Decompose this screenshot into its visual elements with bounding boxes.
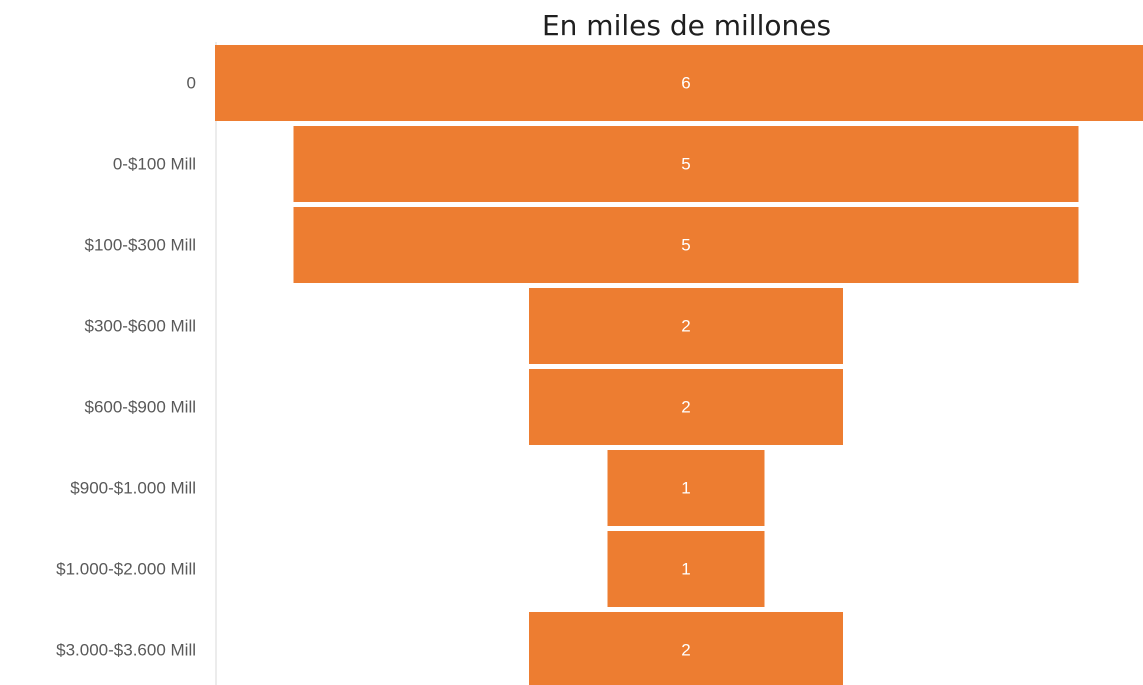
funnel-bar [293,126,1079,202]
data-label: 6 [681,74,690,93]
category-label: 0-$100 Mill [113,155,196,174]
funnel-bar [607,450,765,526]
funnel-bar [529,288,843,364]
category-label: $600-$900 Mill [84,398,196,417]
category-label: $300-$600 Mill [84,317,196,336]
category-label: 0 [187,74,196,93]
data-label: 5 [681,236,690,255]
chart-title: En miles de millones [541,9,832,42]
funnel-bar [215,45,1143,121]
data-label: 2 [681,641,690,660]
funnel-bar [529,369,843,445]
funnel-bar [529,612,843,685]
data-label: 2 [681,317,690,336]
category-label: $100-$300 Mill [84,236,196,255]
funnel-bar [293,207,1079,283]
category-label: $3.000-$3.600 Mill [56,641,196,660]
category-label: $900-$1.000 Mill [70,479,196,498]
data-label: 1 [681,479,690,498]
data-label: 5 [681,155,690,174]
category-label: $1.000-$2.000 Mill [56,560,196,579]
funnel-bar [607,531,765,607]
data-label: 2 [681,398,690,417]
data-label: 1 [681,560,690,579]
